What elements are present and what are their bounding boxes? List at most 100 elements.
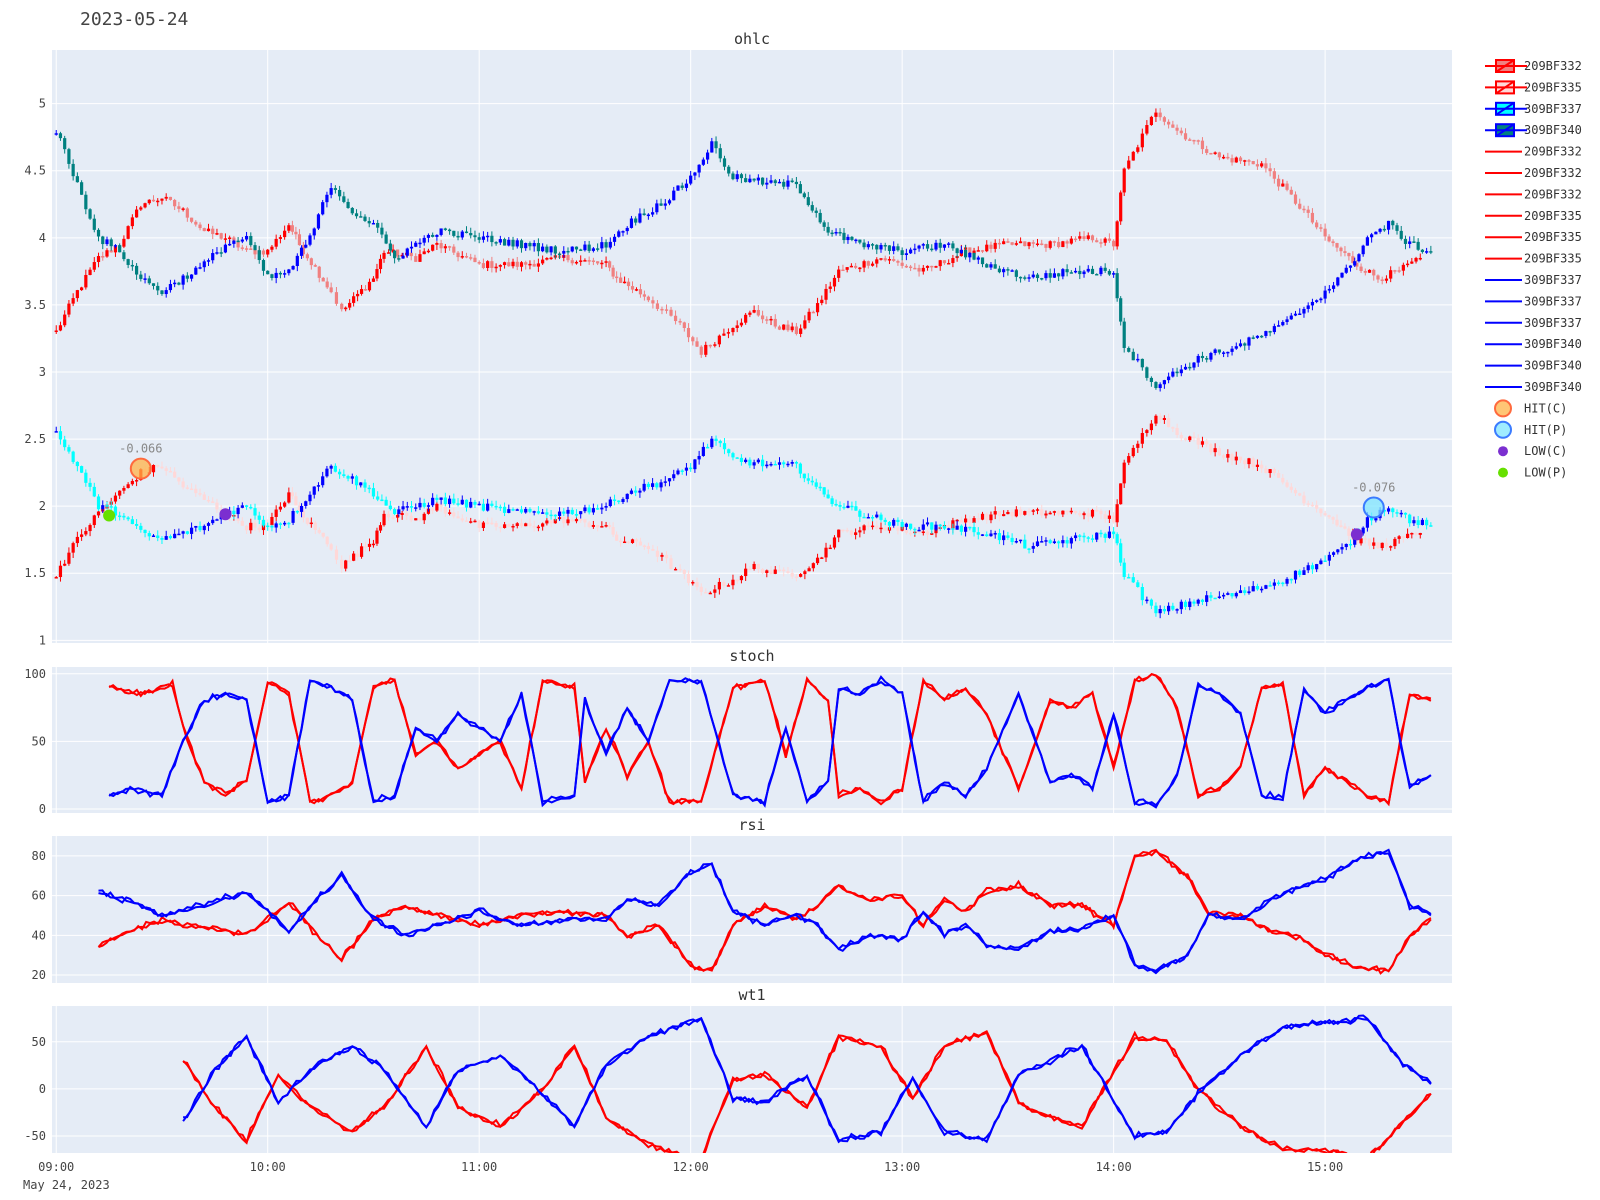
- candle-body: [1107, 270, 1112, 275]
- candle-body: [900, 522, 904, 527]
- candle-body: [846, 505, 850, 508]
- legend-item[interactable]: 309BF340: [1485, 359, 1582, 373]
- candle-body: [866, 516, 870, 519]
- candle-body: [198, 525, 202, 531]
- candle-body: [253, 245, 257, 251]
- candle-body: [439, 503, 443, 507]
- candle-body: [528, 508, 532, 512]
- candle-body: [1319, 227, 1323, 229]
- candle-body: [1370, 234, 1374, 238]
- candle-body: [993, 533, 997, 535]
- candle-body: [752, 178, 756, 181]
- candle-body: [824, 547, 828, 558]
- legend-item[interactable]: LOW(C): [1498, 444, 1567, 458]
- candle-body: [997, 533, 1002, 541]
- candle-body: [921, 244, 925, 246]
- candle-body: [1175, 127, 1179, 131]
- legend-label: 309BF337: [1524, 102, 1582, 116]
- candle-body: [202, 228, 206, 232]
- legend-item[interactable]: 209BF335: [1485, 209, 1582, 223]
- legend-item[interactable]: 309BF337: [1485, 294, 1582, 308]
- candle-body: [921, 531, 925, 534]
- candle-body: [528, 263, 532, 266]
- candle-body: [713, 344, 717, 346]
- candle-body: [1196, 355, 1200, 363]
- legend-item[interactable]: 309BF340: [1485, 380, 1582, 394]
- x-tick-label: 09:00: [38, 1160, 74, 1174]
- candle-body: [359, 216, 363, 218]
- candle-body: [803, 571, 807, 575]
- candle-body: [769, 318, 773, 321]
- legend[interactable]: 209BF332 209BF335 309BF337 309BF340 209BF332…: [1485, 59, 1582, 480]
- candle-body: [409, 506, 414, 508]
- candle-body: [375, 269, 379, 279]
- legend-item[interactable]: 309BF340: [1485, 123, 1582, 138]
- y-tick-label: 0: [39, 1082, 46, 1096]
- candle-body: [511, 261, 515, 267]
- legend-item[interactable]: 209BF332: [1485, 145, 1582, 159]
- candle-body: [63, 563, 67, 566]
- line-209BF332: [97, 849, 1432, 975]
- candle-body: [664, 309, 669, 311]
- candle-body: [579, 249, 583, 251]
- candle-body: [1355, 263, 1359, 267]
- candle-body: [1200, 355, 1205, 359]
- legend-item[interactable]: 209BF335: [1485, 80, 1582, 95]
- candle-body: [1192, 139, 1196, 142]
- candle-body: [388, 505, 392, 510]
- candle-body: [985, 513, 989, 521]
- candle-body: [566, 509, 570, 514]
- legend-item[interactable]: 309BF337: [1485, 316, 1582, 330]
- legend-item[interactable]: 309BF337: [1485, 273, 1582, 287]
- legend-item[interactable]: 309BF337: [1485, 101, 1582, 116]
- candle-body: [194, 267, 198, 275]
- candle-body: [714, 141, 718, 149]
- candle-body: [1149, 377, 1153, 382]
- candle-body: [1281, 322, 1285, 326]
- legend-item[interactable]: 209BF335: [1485, 230, 1582, 244]
- candle-body: [1401, 536, 1405, 539]
- y-tick-label: 60: [32, 889, 46, 903]
- candle-body: [1230, 454, 1234, 461]
- y-tick-label: 50: [32, 734, 46, 748]
- candle-body: [532, 263, 536, 267]
- legend-label: 309BF337: [1524, 316, 1582, 330]
- candle-body: [1057, 273, 1061, 277]
- candle-body: [1014, 270, 1018, 277]
- candle-body: [426, 234, 431, 238]
- legend-item[interactable]: HIT(P): [1494, 420, 1567, 439]
- candle-body: [942, 244, 947, 248]
- legend-item[interactable]: 209BF335: [1485, 252, 1582, 266]
- x-date-label: May 24, 2023: [23, 1178, 110, 1192]
- candle-body: [818, 212, 822, 223]
- candle-body: [1112, 240, 1116, 247]
- legend-item[interactable]: 309BF340: [1485, 337, 1582, 351]
- legend-item[interactable]: 209BF332: [1485, 187, 1582, 201]
- candle-body: [663, 481, 667, 483]
- candle-body: [194, 525, 198, 528]
- legend-item[interactable]: LOW(P): [1498, 466, 1567, 480]
- candle-body: [574, 519, 579, 522]
- legend-item[interactable]: HIT(C): [1494, 399, 1567, 418]
- candle-body: [782, 324, 786, 330]
- candle-body: [1040, 509, 1044, 516]
- candle-body: [1095, 509, 1099, 512]
- candle-body: [1247, 458, 1251, 465]
- candle-body: [1127, 576, 1131, 579]
- candle-body: [862, 242, 866, 248]
- candle-body: [1372, 542, 1376, 546]
- candle-body: [611, 267, 615, 277]
- candle-body: [1217, 152, 1221, 158]
- candle-body: [655, 303, 660, 309]
- candle-body: [811, 311, 815, 314]
- legend-item[interactable]: 209BF332: [1485, 59, 1582, 73]
- candle-body: [1403, 238, 1408, 244]
- candle-body: [452, 230, 456, 236]
- plot-area: [52, 836, 1452, 983]
- candle-body: [502, 524, 507, 528]
- candle-body: [1243, 160, 1247, 162]
- candle-body: [765, 319, 769, 321]
- legend-item[interactable]: 209BF332: [1485, 166, 1582, 180]
- candle-body: [1131, 151, 1135, 161]
- candle-body: [875, 525, 879, 529]
